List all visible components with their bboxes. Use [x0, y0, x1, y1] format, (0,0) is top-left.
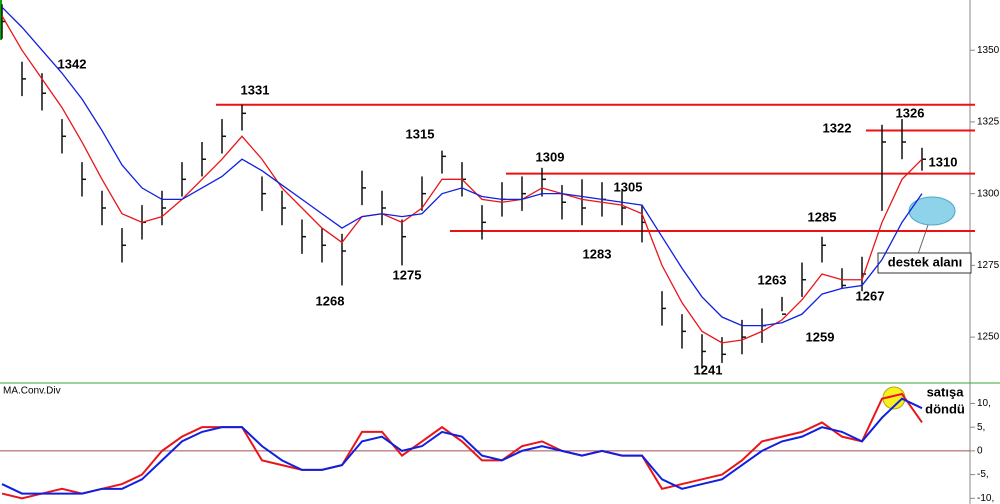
y-tick-label: 1350,	[977, 45, 1000, 56]
price-annotation: 1263	[758, 272, 787, 287]
series-line	[1, 392, 923, 500]
y-tick-label: 0	[977, 446, 983, 457]
annotation: satışa	[927, 384, 965, 399]
callout-line	[917, 224, 929, 255]
price-annotation: 1315	[406, 126, 435, 141]
price-annotation: 1259	[806, 329, 835, 344]
y-tick-label: 1275,	[977, 260, 1000, 271]
series-line	[1, 6, 923, 327]
series-line	[1, 15, 923, 344]
price-annotation: 1283	[583, 246, 612, 261]
y-tick-label: 10,	[977, 398, 991, 409]
annotation: döndü	[925, 401, 965, 416]
price-annotation: 1285	[808, 209, 837, 224]
price-annotation: 1268	[316, 293, 345, 308]
price-annotation: 1241	[694, 362, 723, 377]
y-tick-label: 1250,	[977, 332, 1000, 343]
price-annotation: 1331	[241, 82, 270, 97]
callout-box	[877, 252, 972, 274]
y-tick-label: 5,	[977, 422, 985, 433]
price-annotation: 1305	[614, 179, 643, 194]
panel-title: MA.Conv.Div	[3, 386, 61, 397]
support-ellipse	[908, 196, 956, 226]
price-annotation: 1326	[896, 105, 925, 120]
y-tick-label: 1300,	[977, 188, 1000, 199]
y-tick-label: 1325,	[977, 117, 1000, 128]
price-annotation: 1267	[856, 288, 885, 303]
price-annotation: 1342	[58, 56, 87, 71]
price-annotation: 1275	[393, 267, 422, 282]
series-line	[1, 397, 923, 495]
y-tick-label: -5,	[977, 469, 989, 480]
price-annotation: destek alanı	[888, 254, 962, 269]
price-annotation: 1310	[929, 154, 958, 169]
y-tick-label: -10,	[977, 493, 994, 504]
price-annotation: 1322	[823, 120, 852, 135]
price-annotation: 1309	[536, 149, 565, 164]
